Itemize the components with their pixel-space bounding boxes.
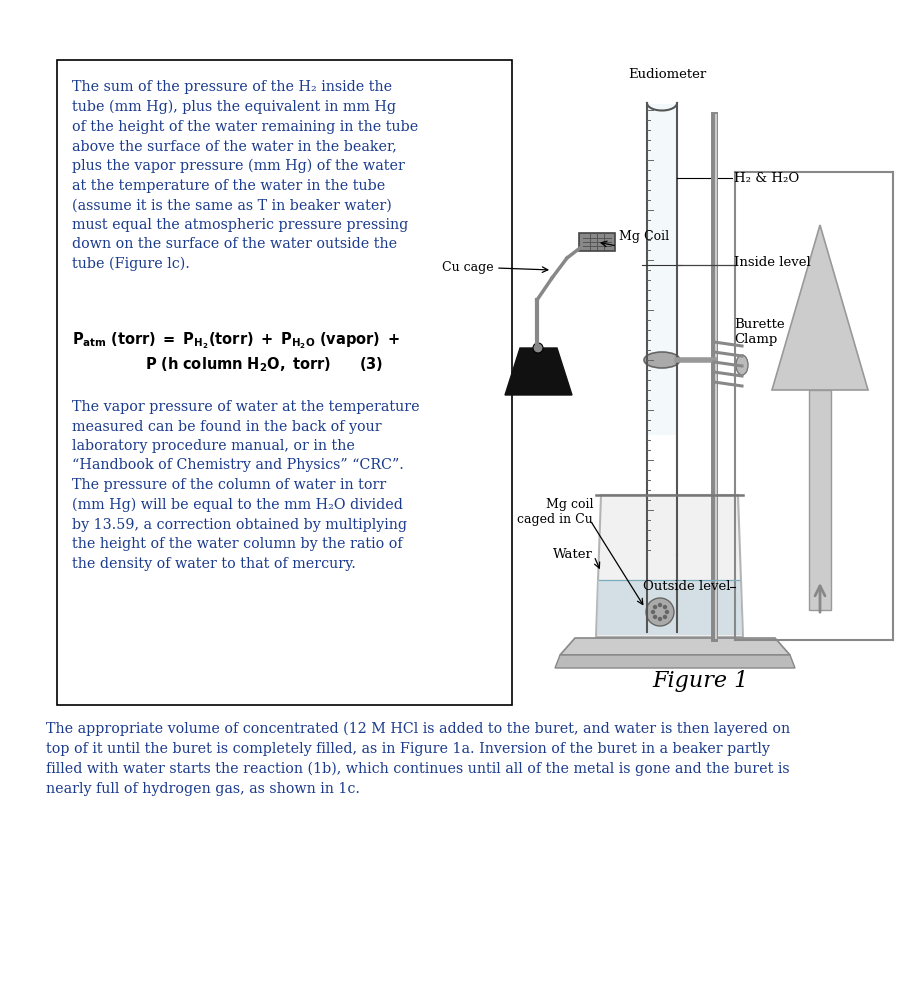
Text: Eudiometer: Eudiometer	[628, 68, 706, 81]
Bar	[579, 233, 615, 251]
Circle shape	[656, 498, 660, 503]
Ellipse shape	[644, 352, 680, 368]
Polygon shape	[505, 348, 572, 395]
Text: Water: Water	[554, 549, 593, 561]
Text: The sum of the pressure of the H₂ inside the
tube (mm Hg), plus the equivalent i: The sum of the pressure of the H₂ inside…	[72, 80, 418, 271]
Text: Cu cage: Cu cage	[442, 261, 494, 275]
Polygon shape	[560, 638, 790, 655]
Text: The appropriate volume of concentrated (12 M HCl is added to the buret, and wate: The appropriate volume of concentrated (…	[46, 722, 790, 796]
Text: Mg coil
caged in Cu: Mg coil caged in Cu	[518, 498, 593, 526]
Ellipse shape	[736, 355, 748, 375]
Circle shape	[533, 343, 543, 353]
Text: $\mathbf{P\ (h\ column\ H_2O,\ torr)\quad\quad (3)}$: $\mathbf{P\ (h\ column\ H_2O,\ torr)\qua…	[145, 355, 383, 373]
Circle shape	[654, 606, 657, 609]
Text: The vapor pressure of water at the temperature
measured can be found in the back: The vapor pressure of water at the tempe…	[72, 400, 420, 570]
Polygon shape	[772, 225, 868, 390]
Circle shape	[651, 611, 655, 614]
Text: Burette
Clamp: Burette Clamp	[734, 318, 785, 346]
Circle shape	[666, 611, 669, 614]
Circle shape	[659, 618, 661, 621]
Bar	[809, 390, 831, 610]
Circle shape	[646, 598, 674, 626]
Circle shape	[656, 457, 660, 461]
Circle shape	[663, 616, 667, 619]
Circle shape	[663, 606, 667, 609]
Text: Outside level: Outside level	[643, 580, 730, 594]
Circle shape	[659, 604, 661, 607]
Circle shape	[654, 616, 657, 619]
Circle shape	[650, 443, 654, 447]
Text: Inside level: Inside level	[734, 256, 810, 270]
Text: $\mathbf{P_{atm}\ (torr)\ =\ P_{H_2}(torr)\ +\ P_{H_2O}\ (vapor)\ +}$: $\mathbf{P_{atm}\ (torr)\ =\ P_{H_2}(tor…	[72, 330, 400, 351]
Circle shape	[662, 513, 666, 517]
Bar	[648, 104, 676, 435]
Text: Figure 1: Figure 1	[652, 670, 748, 692]
Polygon shape	[597, 580, 742, 635]
Bar	[57, 60, 512, 705]
Polygon shape	[596, 495, 743, 637]
Text: Mg Coil: Mg Coil	[619, 230, 670, 243]
Text: H₂ & H₂O: H₂ & H₂O	[734, 171, 799, 184]
Circle shape	[662, 471, 666, 475]
Polygon shape	[555, 655, 795, 668]
Circle shape	[650, 485, 654, 490]
